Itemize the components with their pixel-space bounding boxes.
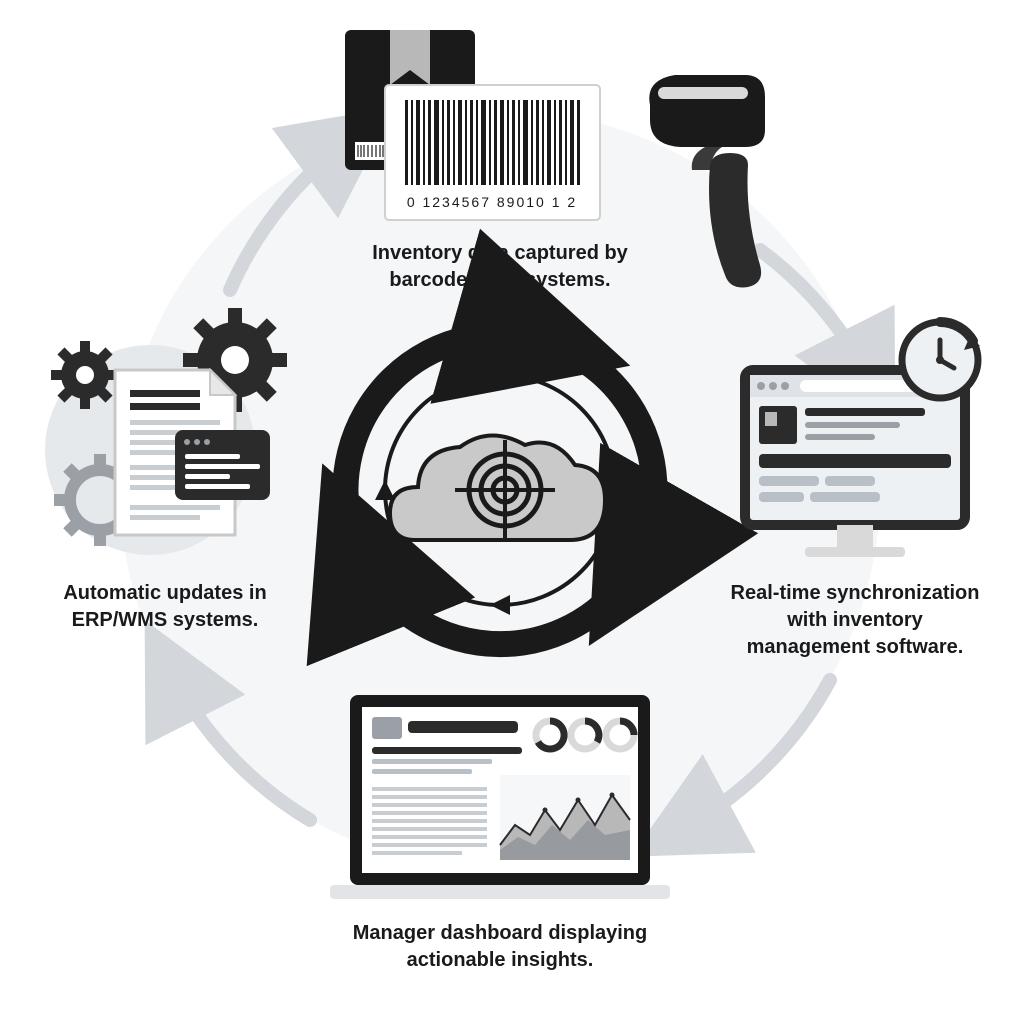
code-panel-icon xyxy=(175,430,270,500)
label-right: Real-time synchronization with inventory… xyxy=(725,580,985,661)
label-left: Automatic updates in ERP/WMS systems. xyxy=(45,580,285,634)
label-bottom: Manager dashboard displaying actionable … xyxy=(350,920,650,974)
node-left xyxy=(0,0,1009,1024)
label-top: Inventory data captured by barcode/RFID … xyxy=(340,240,660,294)
diagram-stage: 0 1234567 89010 1 2 xyxy=(0,0,1009,1024)
